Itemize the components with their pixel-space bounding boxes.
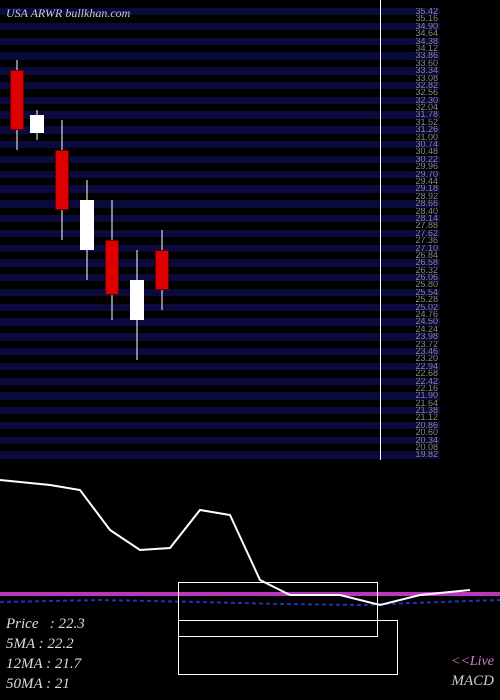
candle: [30, 0, 44, 460]
outline-box: [178, 620, 398, 675]
ma50-row: 50MA : 21: [6, 674, 85, 694]
lower-indicator-panel: Price : 22.3 5MA : 22.2 12MA : 21.7 50MA…: [0, 460, 500, 700]
chart-root: 35.4235.1634.9034.6434.3834.1233.8633.60…: [0, 0, 500, 700]
price-label: Price: [6, 616, 38, 632]
candle: [155, 0, 169, 460]
price-value: : 22.3: [50, 616, 85, 632]
candle: [80, 0, 94, 460]
candle: [130, 0, 144, 460]
info-box: Price : 22.3 5MA : 22.2 12MA : 21.7 50MA…: [6, 614, 85, 694]
main-candlestick-panel: 35.4235.1634.9034.6434.3834.1233.8633.60…: [0, 0, 440, 460]
candle: [105, 0, 119, 460]
ticker-label: USA ARWR bullkhan.com: [6, 6, 130, 21]
price-row: Price : 22.3: [6, 614, 85, 634]
live-label: <<Live: [451, 654, 494, 670]
candle: [55, 0, 69, 460]
ma12-row: 12MA : 21.7: [6, 654, 85, 674]
macd-label: MACD: [452, 673, 495, 690]
ma5-row: 5MA : 22.2: [6, 634, 85, 654]
candlestick-layer: [0, 0, 440, 460]
candle: [10, 0, 24, 460]
